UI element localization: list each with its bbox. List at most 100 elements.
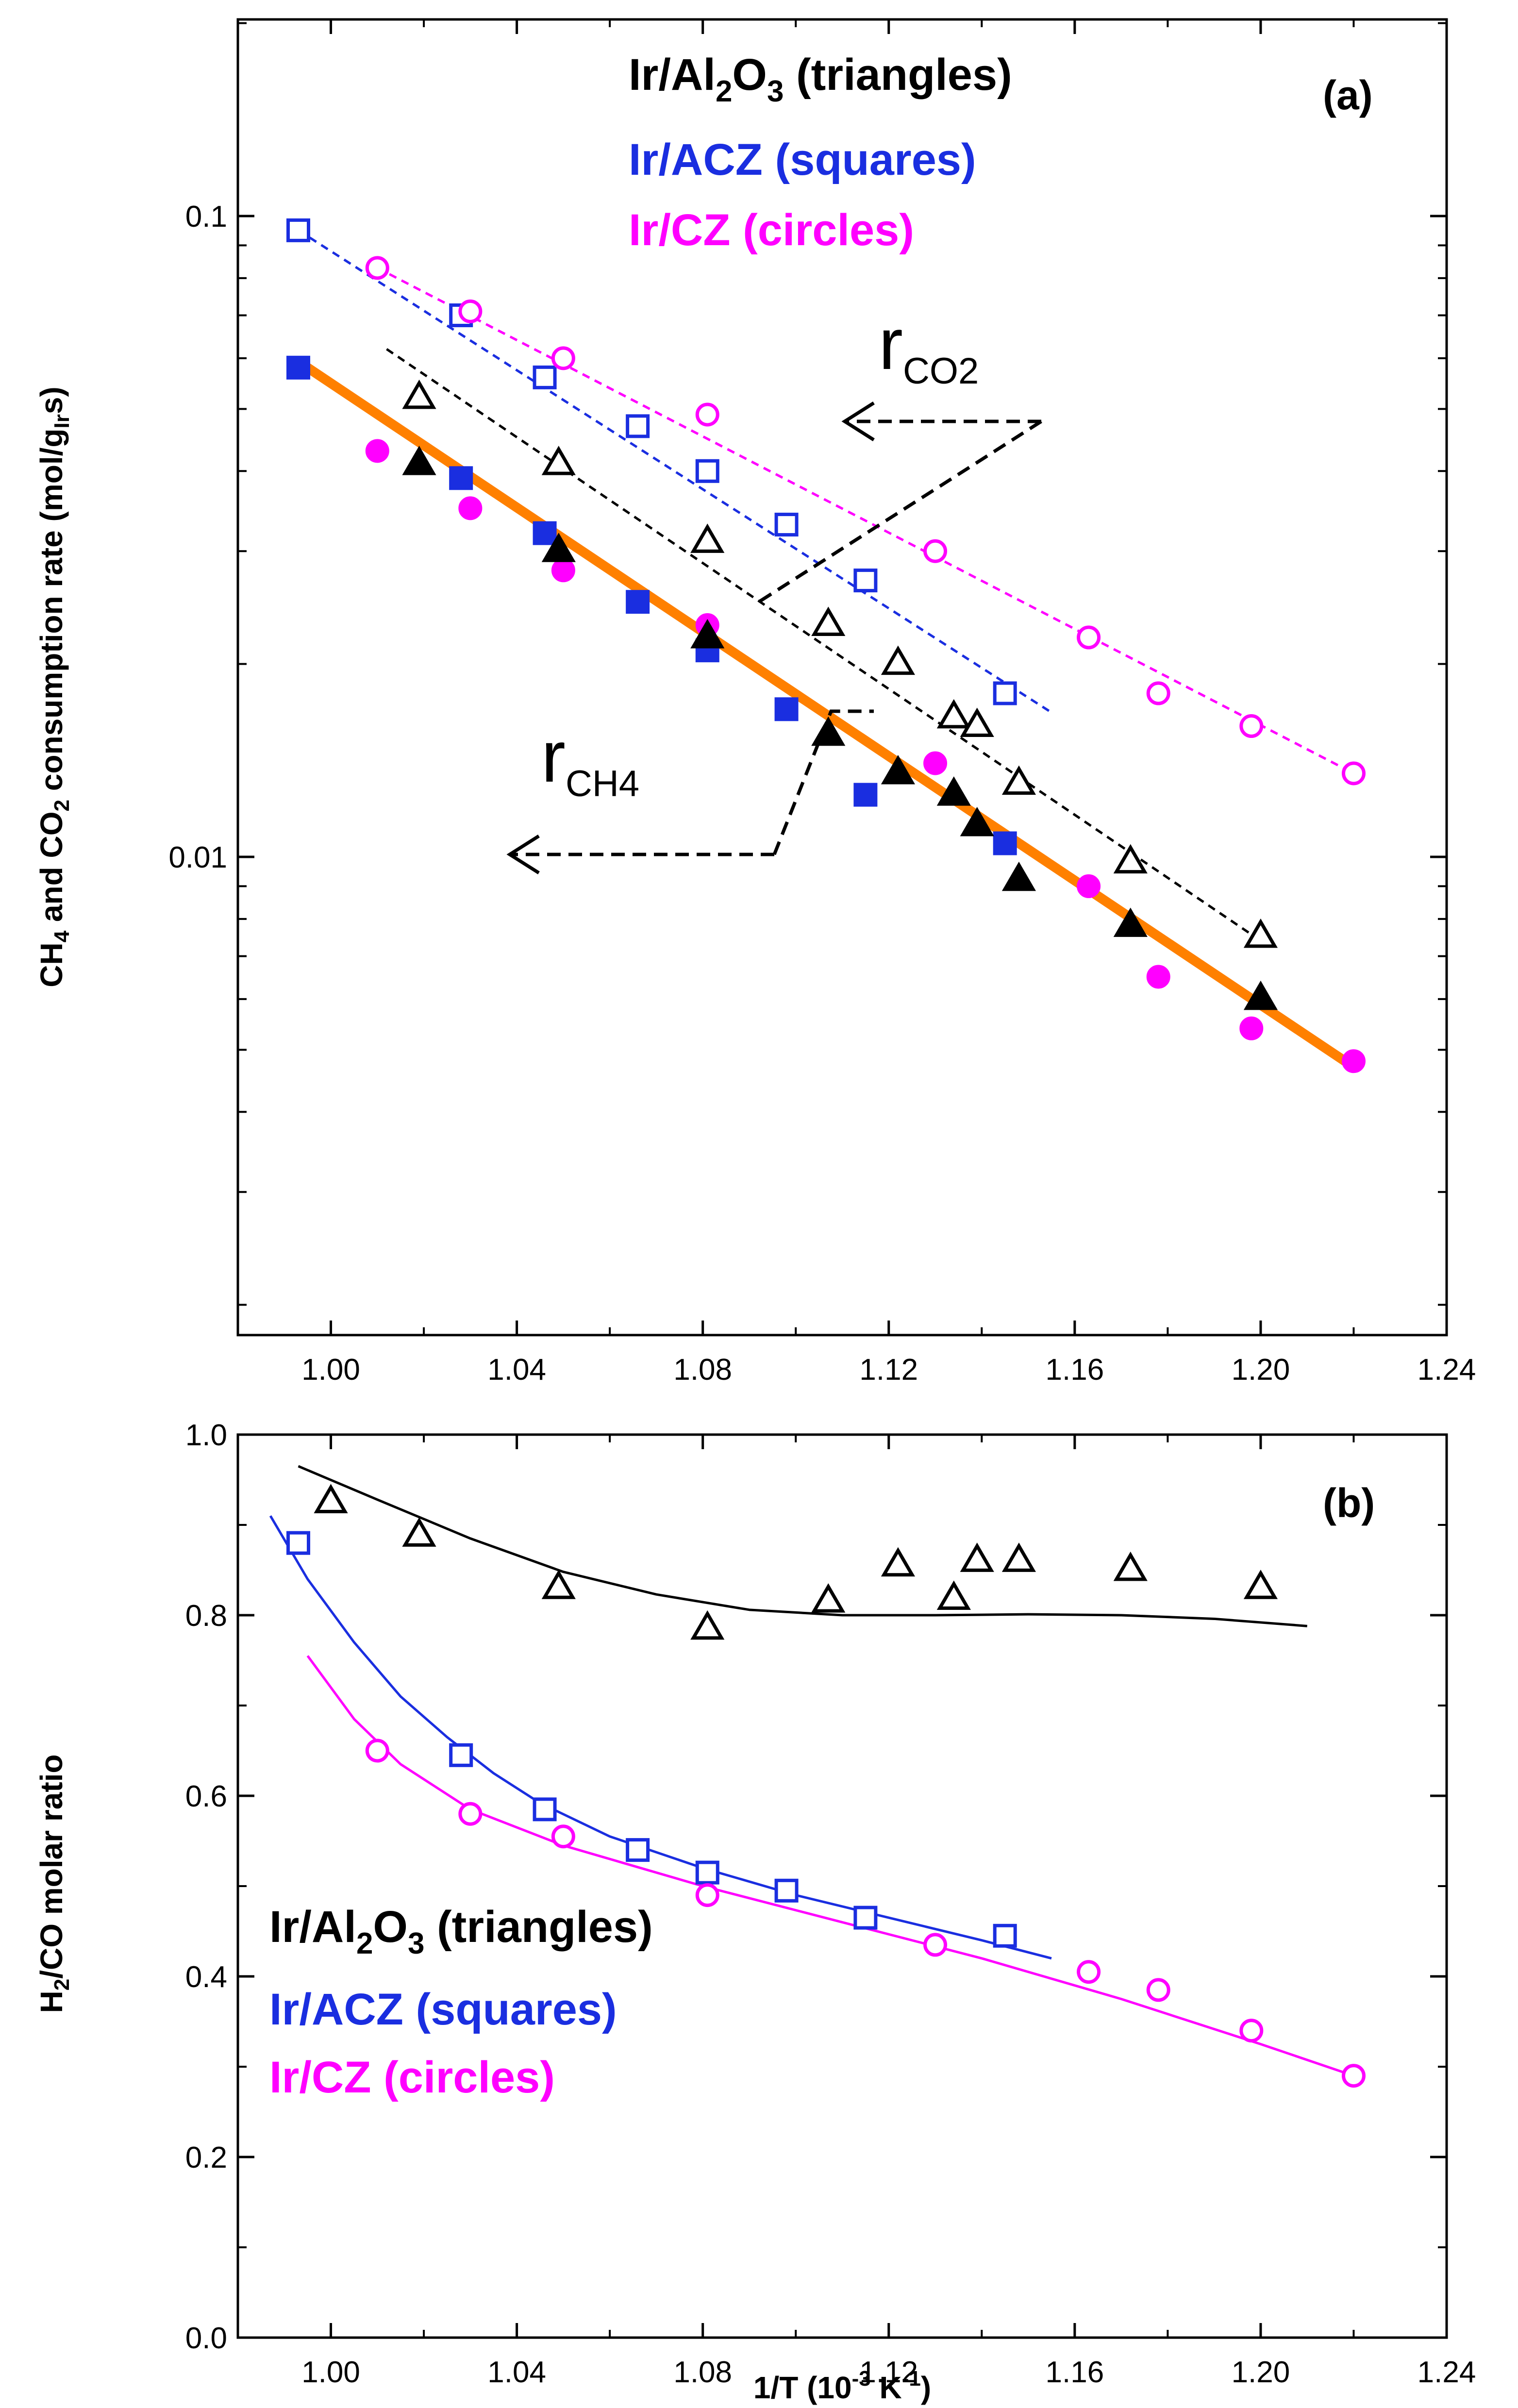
marker-ir-acz-r-co2 (626, 414, 650, 438)
panel-a-markers (286, 218, 1366, 1073)
panel-a-x-tick-label: 1.20 (1232, 1353, 1290, 1387)
panel-b: 1.00 1.04 1.08 1.12 1.16 1.20 1.24 0.0 0.2 0.4 0.6… (34, 1419, 1476, 2405)
marker-ir-al2o3-r-co2 (402, 379, 436, 409)
marker-ir-al2o3-r-ch4 (541, 533, 576, 562)
marker-ir-cz-r-co2 (365, 256, 389, 280)
panel-a-y-tick-label: 0.01 (168, 841, 227, 874)
marker-ir-cz (1239, 2019, 1264, 2043)
marker-ir-acz (993, 1923, 1017, 1948)
marker-ir-cz-r-co2 (1146, 681, 1170, 705)
panel-b-x-tick-label: 1.12 (859, 2356, 918, 2389)
panel-b-x-tick-label: 1.20 (1232, 2356, 1290, 2389)
marker-ir-al2o3-r-co2 (936, 699, 971, 729)
marker-ir-acz-r-co2 (286, 218, 310, 242)
marker-ir-acz-r-co2 (774, 513, 799, 537)
marker-ir-cz-r-ch4 (551, 558, 575, 583)
marker-ir-cz-r-co2 (1077, 625, 1101, 650)
marker-ir-cz (365, 1739, 389, 1763)
marker-ir-acz-r-ch4 (286, 355, 310, 380)
marker-ir-al2o3-r-co2 (1243, 918, 1278, 948)
legend-a-item-cz: Ir/CZ (circles) (629, 205, 914, 255)
marker-ir-cz-r-ch4 (1341, 1049, 1366, 1073)
marker-ir-al2o3 (881, 1547, 915, 1577)
marker-ir-acz (533, 1797, 557, 1822)
marker-ir-al2o3 (1243, 1570, 1278, 1599)
marker-ir-cz-r-co2 (1341, 761, 1366, 786)
marker-ir-cz-r-ch4 (1077, 874, 1101, 898)
marker-ir-al2o3 (811, 1583, 846, 1613)
marker-ir-acz (286, 1531, 310, 1555)
panel-b-label: (b) (1323, 1480, 1375, 1526)
marker-ir-cz-r-ch4 (365, 439, 389, 463)
panel-b-x-tick-label: 1.24 (1418, 2356, 1476, 2389)
panel-b-x-tick-label: 1.08 (673, 2356, 732, 2389)
panel-a-label: (a) (1323, 72, 1373, 118)
marker-ir-al2o3 (402, 1517, 436, 1547)
marker-ir-al2o3-r-ch4 (881, 754, 915, 785)
x-axis-title: 1/T (10-3 K-1) (753, 2367, 931, 2405)
panel-a-x-tick-label: 1.00 (301, 1353, 360, 1387)
panel-a-fit-lines (298, 229, 1357, 1071)
marker-ir-acz (695, 1860, 719, 1885)
marker-ir-al2o3-r-ch4 (960, 807, 994, 836)
marker-ir-acz-r-ch4 (993, 831, 1017, 855)
marker-ir-al2o3 (936, 1580, 971, 1610)
legend-b-item-al2o3: Ir/Al2O3 (triangles) (269, 1902, 653, 1960)
marker-ir-al2o3-r-ch4 (690, 619, 725, 649)
marker-ir-al2o3-r-ch4 (402, 446, 436, 475)
marker-ir-cz-r-co2 (695, 402, 719, 427)
marker-ir-al2o3-r-ch4 (1001, 861, 1036, 891)
marker-ir-cz-r-ch4 (1146, 965, 1170, 989)
marker-ir-acz (853, 1906, 878, 1930)
marker-ir-acz-r-ch4 (449, 466, 473, 490)
marker-ir-al2o3-r-co2 (811, 606, 846, 636)
marker-ir-acz-r-co2 (993, 681, 1017, 705)
marker-ir-acz-r-co2 (853, 569, 878, 593)
panel-a-x-tick-label: 1.16 (1046, 1353, 1104, 1387)
marker-ir-al2o3 (960, 1542, 994, 1572)
marker-ir-cz (695, 1883, 719, 1907)
panel-b-ticks: 1.00 1.04 1.08 1.12 1.16 1.20 1.24 0.0 0.2 0.4 0.6… (185, 1419, 1476, 2389)
marker-ir-acz-r-ch4 (853, 783, 878, 807)
panel-a-y-axis-title: CH4 and CO2 consumption rate (mol/gIrs) (34, 386, 74, 987)
marker-ir-cz-r-co2 (923, 539, 948, 563)
marker-ir-acz (774, 1878, 799, 1903)
marker-ir-cz (458, 1802, 483, 1826)
svg-text:rCO2: rCO2 (879, 303, 979, 392)
marker-ir-al2o3 (541, 1570, 576, 1599)
fit-curve-ir-al2o3-fit (298, 1465, 1307, 1627)
marker-ir-al2o3 (1001, 1542, 1036, 1572)
marker-ir-cz-r-ch4 (1239, 1016, 1264, 1040)
marker-ir-al2o3 (690, 1610, 725, 1640)
panel-b-x-tick-label: 1.00 (301, 2356, 360, 2389)
marker-ir-cz (551, 1824, 575, 1849)
panel-a-y-tick-label: 0.1 (185, 200, 227, 234)
svg-text:rCH4: rCH4 (541, 716, 639, 804)
marker-ir-cz (923, 1933, 948, 1957)
marker-ir-cz-r-co2 (1239, 714, 1264, 738)
marker-ir-acz (626, 1838, 650, 1862)
panel-b-markers (286, 1484, 1366, 2088)
marker-ir-al2o3-r-ch4 (1243, 980, 1278, 1010)
marker-ir-al2o3-r-co2 (541, 446, 576, 475)
panel-b-y-axis-title: H2/CO molar ratio (34, 1754, 74, 2013)
panel-a-x-tick-label: 1.08 (673, 1353, 732, 1387)
panel-b-y-tick-label: 1.0 (185, 1419, 227, 1452)
panel-a-x-tick-label: 1.12 (859, 1353, 918, 1387)
marker-ir-cz-r-ch4 (458, 496, 483, 520)
fit-line-ir-cz-co2-fit (377, 267, 1354, 775)
marker-ir-acz-r-co2 (695, 459, 719, 483)
marker-ir-cz (1341, 2064, 1366, 2088)
marker-ir-al2o3 (314, 1484, 348, 1513)
panel-b-y-tick-label: 0.0 (185, 2322, 227, 2355)
legend-a-item-al2o3: Ir/Al2O3 (triangles) (629, 50, 1012, 108)
panel-b-y-tick-label: 0.8 (185, 1599, 227, 1633)
marker-ir-acz-r-ch4 (626, 590, 650, 614)
panel-b-y-tick-label: 0.6 (185, 1780, 227, 1813)
panel-b-y-tick-label: 0.4 (185, 1960, 227, 1994)
marker-ir-acz-r-ch4 (533, 521, 557, 545)
panel-b-x-tick-label: 1.16 (1046, 2356, 1104, 2389)
legend-b-item-cz: Ir/CZ (circles) (269, 2053, 555, 2102)
panel-b-y-tick-label: 0.2 (185, 2141, 227, 2174)
